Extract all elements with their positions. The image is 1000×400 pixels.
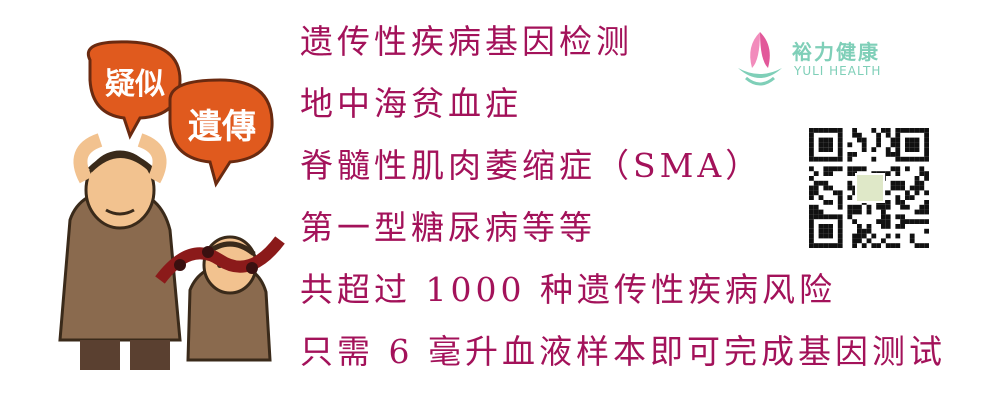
yuli-health-logo: 裕力健康 YULI HEALTH [730, 24, 950, 104]
logo-name-cn: 裕力健康 [792, 36, 880, 65]
genetics-cartoon-illustration: 疑似 遺傳 [40, 40, 290, 380]
info-line-1: 遗传性疾病基因检测 [300, 22, 633, 62]
info-line-6: 只需 6 毫升血液样本即可完成基因测试 [300, 332, 946, 372]
lotus-logo-icon [730, 24, 790, 96]
adult-figure [60, 140, 180, 370]
info-line-5: 共超过 1000 种遗传性疾病风险 [300, 270, 836, 310]
info-line-4: 第一型糖尿病等等 [300, 208, 596, 248]
qr-code-icon[interactable] [806, 128, 932, 248]
bubble-right-text: 遺傳 [188, 107, 256, 147]
speech-bubble-right: 遺傳 [170, 80, 272, 184]
info-line-3: 脊髓性肌肉萎缩症（SMA） [300, 146, 762, 186]
logo-name-en: YULI HEALTH [794, 64, 881, 78]
info-line-2: 地中海贫血症 [300, 84, 522, 124]
bubble-left-text: 疑似 [105, 67, 165, 102]
speech-bubble-left: 疑似 [88, 42, 180, 136]
